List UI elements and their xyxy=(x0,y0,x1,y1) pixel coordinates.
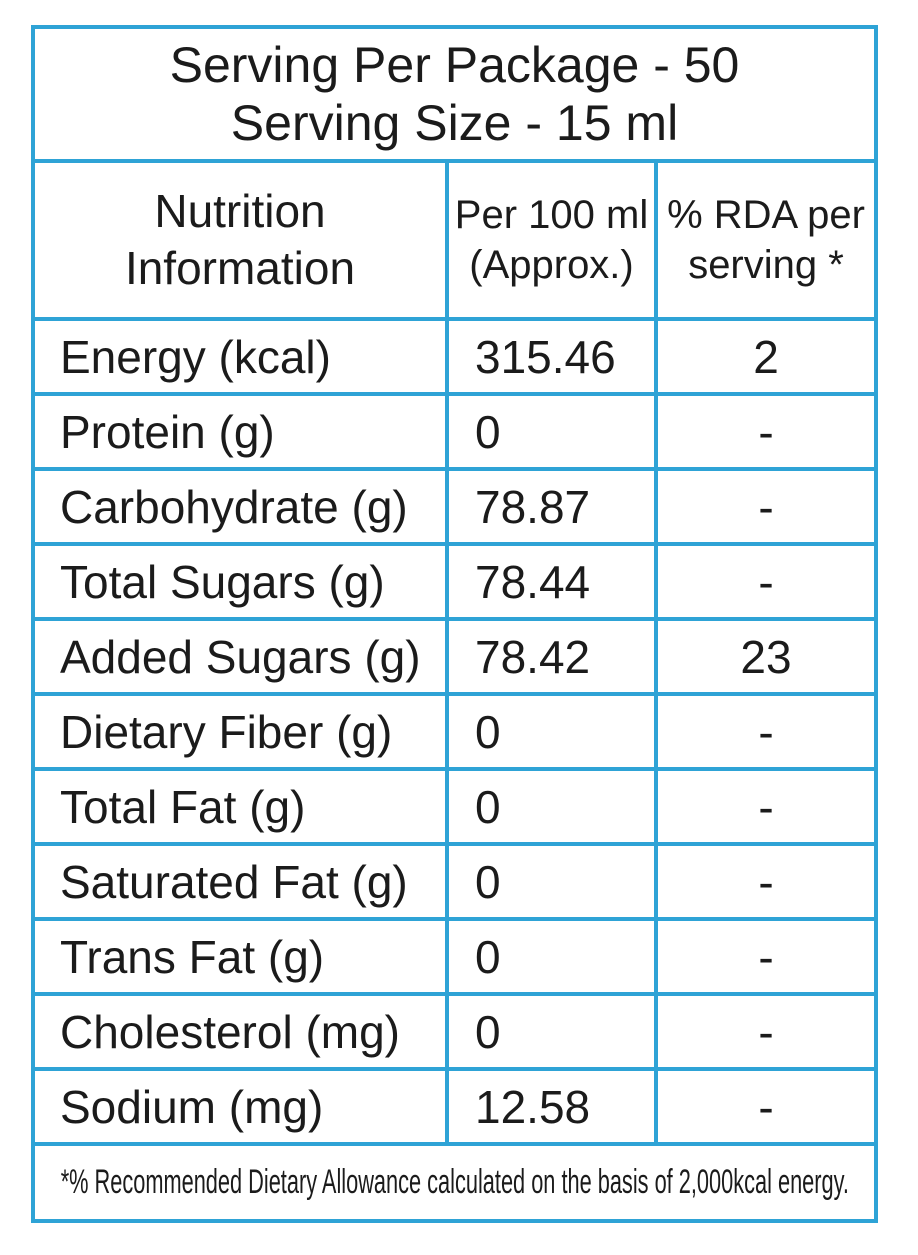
row-added-sugars-rda: 23 xyxy=(658,621,874,692)
column-header-rda-per-serving: % RDA per serving * xyxy=(658,163,874,317)
row-cholesterol-label: Cholesterol (mg) xyxy=(35,996,445,1067)
row-total-sugars-value: 78.44 xyxy=(449,546,654,617)
row-added-sugars-value: 78.42 xyxy=(449,621,654,692)
row-total-fat-rda: - xyxy=(658,771,874,842)
serving-per-package: Serving Per Package - 50 xyxy=(169,37,740,93)
row-energy-rda: 2 xyxy=(658,321,874,392)
row-total-fat-value: 0 xyxy=(449,771,654,842)
row-saturated-fat-label: Saturated Fat (g) xyxy=(35,846,445,917)
serving-size: Serving Size - 15 ml xyxy=(230,95,679,151)
row-dietary-fiber-value: 0 xyxy=(449,696,654,767)
row-total-sugars-label: Total Sugars (g) xyxy=(35,546,445,617)
row-protein-label: Protein (g) xyxy=(35,396,445,467)
rda-footnote: *% Recommended Dietary Allowance calcula… xyxy=(35,1146,874,1219)
row-carbohydrate-rda: - xyxy=(658,471,874,542)
row-total-sugars-rda: - xyxy=(658,546,874,617)
row-protein-value: 0 xyxy=(449,396,654,467)
row-energy-value: 315.46 xyxy=(449,321,654,392)
row-saturated-fat-rda: - xyxy=(658,846,874,917)
row-trans-fat-label: Trans Fat (g) xyxy=(35,921,445,992)
row-sodium-label: Sodium (mg) xyxy=(35,1071,445,1142)
row-protein-rda: - xyxy=(658,396,874,467)
row-dietary-fiber-label: Dietary Fiber (g) xyxy=(35,696,445,767)
row-cholesterol-value: 0 xyxy=(449,996,654,1067)
row-carbohydrate-label: Carbohydrate (g) xyxy=(35,471,445,542)
row-carbohydrate-value: 78.87 xyxy=(449,471,654,542)
column-header-nutrition-information: Nutrition Information xyxy=(35,163,445,317)
row-trans-fat-rda: - xyxy=(658,921,874,992)
column-header-per-100ml: Per 100 ml (Approx.) xyxy=(449,163,654,317)
row-sodium-value: 12.58 xyxy=(449,1071,654,1142)
row-added-sugars-label: Added Sugars (g) xyxy=(35,621,445,692)
serving-header: Serving Per Package - 50 Serving Size - … xyxy=(35,29,874,159)
row-saturated-fat-value: 0 xyxy=(449,846,654,917)
row-trans-fat-value: 0 xyxy=(449,921,654,992)
nutrition-table: Serving Per Package - 50 Serving Size - … xyxy=(31,25,878,1223)
rda-footnote-text: *% Recommended Dietary Allowance calcula… xyxy=(60,1163,849,1201)
row-energy-label: Energy (kcal) xyxy=(35,321,445,392)
row-total-fat-label: Total Fat (g) xyxy=(35,771,445,842)
row-dietary-fiber-rda: - xyxy=(658,696,874,767)
row-sodium-rda: - xyxy=(658,1071,874,1142)
row-cholesterol-rda: - xyxy=(658,996,874,1067)
